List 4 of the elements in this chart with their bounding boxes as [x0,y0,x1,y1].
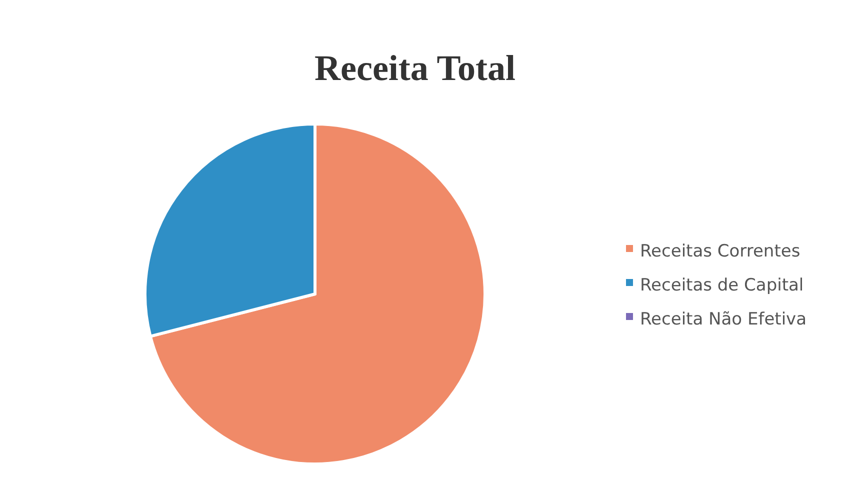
legend-label: Receita Não Efetiva [640,310,807,330]
legend-label: Receitas Correntes [640,242,800,262]
legend-label: Receitas de Capital [640,276,804,296]
chart-title: Receita Total [314,48,516,88]
